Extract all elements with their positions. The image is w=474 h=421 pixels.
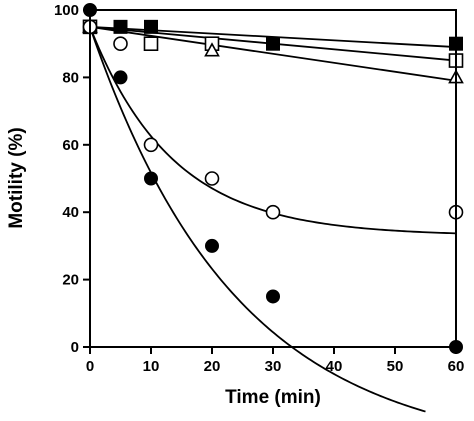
- x-tick-label: 0: [86, 358, 94, 375]
- filled-circle-point: [266, 289, 280, 304]
- y-axis-title: Motility (%): [6, 127, 27, 228]
- x-tick-label: 10: [143, 358, 160, 375]
- x-axis-title: Time (min): [225, 387, 321, 408]
- x-tick-label: 30: [265, 358, 282, 375]
- filled-circle-point: [113, 70, 128, 85]
- open-square-point: [143, 36, 159, 52]
- open-triangle-point: [204, 42, 220, 57]
- y-tick-label: 80: [62, 69, 79, 86]
- y-tick-label: 60: [62, 137, 79, 154]
- filled-circle-point: [144, 171, 158, 186]
- x-tick-label: 50: [387, 358, 404, 375]
- filled-square-point: [266, 36, 280, 51]
- open-circle-point: [204, 171, 220, 186]
- y-tick-label: 100: [54, 2, 79, 19]
- y-tick-label: 40: [62, 204, 79, 221]
- y-tick-label: 0: [71, 339, 79, 356]
- x-tick-label: 40: [326, 358, 343, 375]
- open-circle-point: [265, 204, 281, 220]
- open-circle-point: [143, 137, 159, 153]
- open-circle-fit-curve: [89, 26, 457, 235]
- x-tick-label: 60: [448, 358, 465, 375]
- filled-circle-point: [205, 238, 219, 253]
- y-tick-label: 20: [62, 272, 79, 289]
- open-circle-point: [113, 36, 128, 52]
- filled-square-point: [144, 19, 158, 34]
- filled-square-point: [113, 19, 128, 34]
- open-triangle-fit-line: [89, 25, 457, 82]
- x-tick-label: 20: [204, 358, 221, 375]
- filled-circle-fit-curve: [89, 26, 426, 413]
- axis-ticks: 0 10 20 30 40 50 60 0 20 40 60 80 100: [54, 2, 464, 375]
